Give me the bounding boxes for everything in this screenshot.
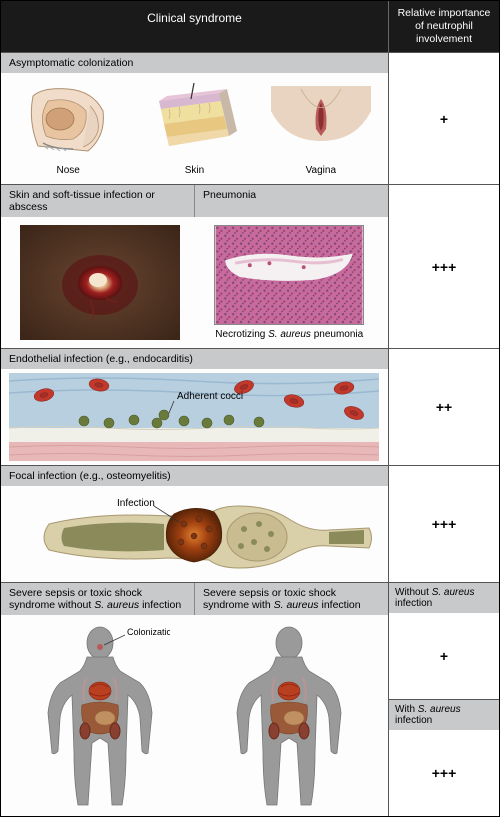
panel-abscess-photo <box>9 225 191 340</box>
subhead-ssti: Skin and soft-tissue infection or absces… <box>1 185 194 217</box>
asymptomatic-content: Nose Skin <box>1 73 388 184</box>
rating-sepsis-with: +++ <box>389 730 499 816</box>
rating-asymptomatic: + <box>389 53 499 184</box>
sepsis-content: Colonization <box>1 615 388 816</box>
side-sepsis: Without S. aureus infection + With S. au… <box>389 583 499 816</box>
panel-skin: Skin <box>135 81 253 176</box>
panel-sepsis-with <box>199 623 381 808</box>
subhead-pneumonia: Pneumonia <box>194 185 388 217</box>
rating-sepsis-without: + <box>389 613 499 699</box>
body-without-illustration: Colonization <box>30 623 170 808</box>
row-sepsis: Severe sepsis or toxic shock syndrome wi… <box>1 582 499 816</box>
caption-nose: Nose <box>56 165 79 176</box>
side-head-with: With S. aureus infection <box>389 699 499 730</box>
row-ssti-pneumonia: Skin and soft-tissue infection or absces… <box>1 184 499 348</box>
panel-nose: Nose <box>9 81 127 176</box>
subhead-sepsis-without: Severe sepsis or toxic shock syndrome wi… <box>1 583 194 615</box>
skin-illustration <box>149 81 239 161</box>
caption-skin: Skin <box>185 165 204 176</box>
caption-vagina: Vagina <box>306 165 336 176</box>
row-focal: Focal infection (e.g., osteomyelitis) In… <box>1 465 499 582</box>
body-with-illustration <box>219 623 359 808</box>
pneumonia-histology <box>214 225 364 325</box>
subhead-endothelial: Endothelial infection (e.g., endocarditi… <box>1 349 201 369</box>
panel-pneumonia-histology: Necrotizing S. aureus pneumonia <box>199 225 381 340</box>
subhead-sepsis-with: Severe sepsis or toxic shock syndrome wi… <box>194 583 388 615</box>
vagina-illustration <box>266 81 376 161</box>
rating-endothelial: ++ <box>389 349 499 465</box>
nose-illustration <box>18 81 118 161</box>
header-clinical-syndrome: Clinical syndrome <box>1 1 389 52</box>
annotation-colonization: Colonization <box>127 627 170 637</box>
annotation-infection: Infection <box>117 498 155 509</box>
panel-sepsis-without: Colonization <box>9 623 191 808</box>
ssti-pneumonia-content: Necrotizing S. aureus pneumonia <box>1 217 388 348</box>
subhead-focal: Focal infection (e.g., osteomyelitis) <box>1 466 179 486</box>
endothelial-content: Adherent cocci <box>1 369 388 465</box>
caption-pneumonia: Necrotizing S. aureus pneumonia <box>215 329 363 340</box>
abscess-photo <box>20 225 180 340</box>
rating-focal: +++ <box>389 466 499 582</box>
row-endothelial: Endothelial infection (e.g., endocarditi… <box>1 348 499 465</box>
endothelial-illustration: Adherent cocci <box>9 373 379 461</box>
clinical-syndrome-figure: Clinical syndrome Relative importance of… <box>0 0 500 817</box>
rating-ssti-pneumonia: +++ <box>389 185 499 348</box>
table-header: Clinical syndrome Relative importance of… <box>1 1 499 52</box>
row-asymptomatic: Asymptomatic colonization Nose <box>1 52 499 184</box>
subhead-asymptomatic: Asymptomatic colonization <box>1 53 141 73</box>
side-head-without: Without S. aureus infection <box>389 583 499 613</box>
focal-content: Infection <box>1 486 388 582</box>
panel-vagina: Vagina <box>262 81 380 176</box>
header-neutrophil-importance: Relative importance of neutrophil involv… <box>389 1 499 52</box>
osteomyelitis-illustration: Infection <box>9 494 379 574</box>
annotation-adherent-cocci: Adherent cocci <box>177 391 243 402</box>
